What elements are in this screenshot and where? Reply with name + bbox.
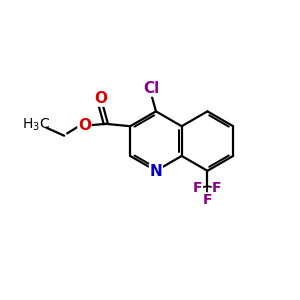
- Text: O: O: [94, 91, 107, 106]
- Text: F: F: [203, 193, 212, 207]
- Text: F: F: [212, 181, 222, 195]
- Text: O: O: [78, 118, 91, 133]
- Text: H$_3$C: H$_3$C: [22, 116, 50, 133]
- Text: F: F: [193, 181, 203, 195]
- Text: Cl: Cl: [143, 81, 160, 96]
- Text: N: N: [150, 164, 162, 179]
